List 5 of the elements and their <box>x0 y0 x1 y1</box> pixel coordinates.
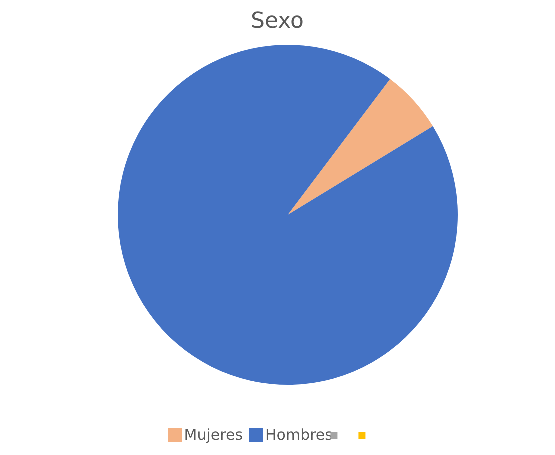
chart-title: Sexo <box>251 9 304 34</box>
legend-label: Hombres <box>266 426 334 444</box>
legend-label: Mujeres <box>184 426 244 444</box>
pie-slice <box>288 79 434 215</box>
pie-slice <box>118 45 458 385</box>
